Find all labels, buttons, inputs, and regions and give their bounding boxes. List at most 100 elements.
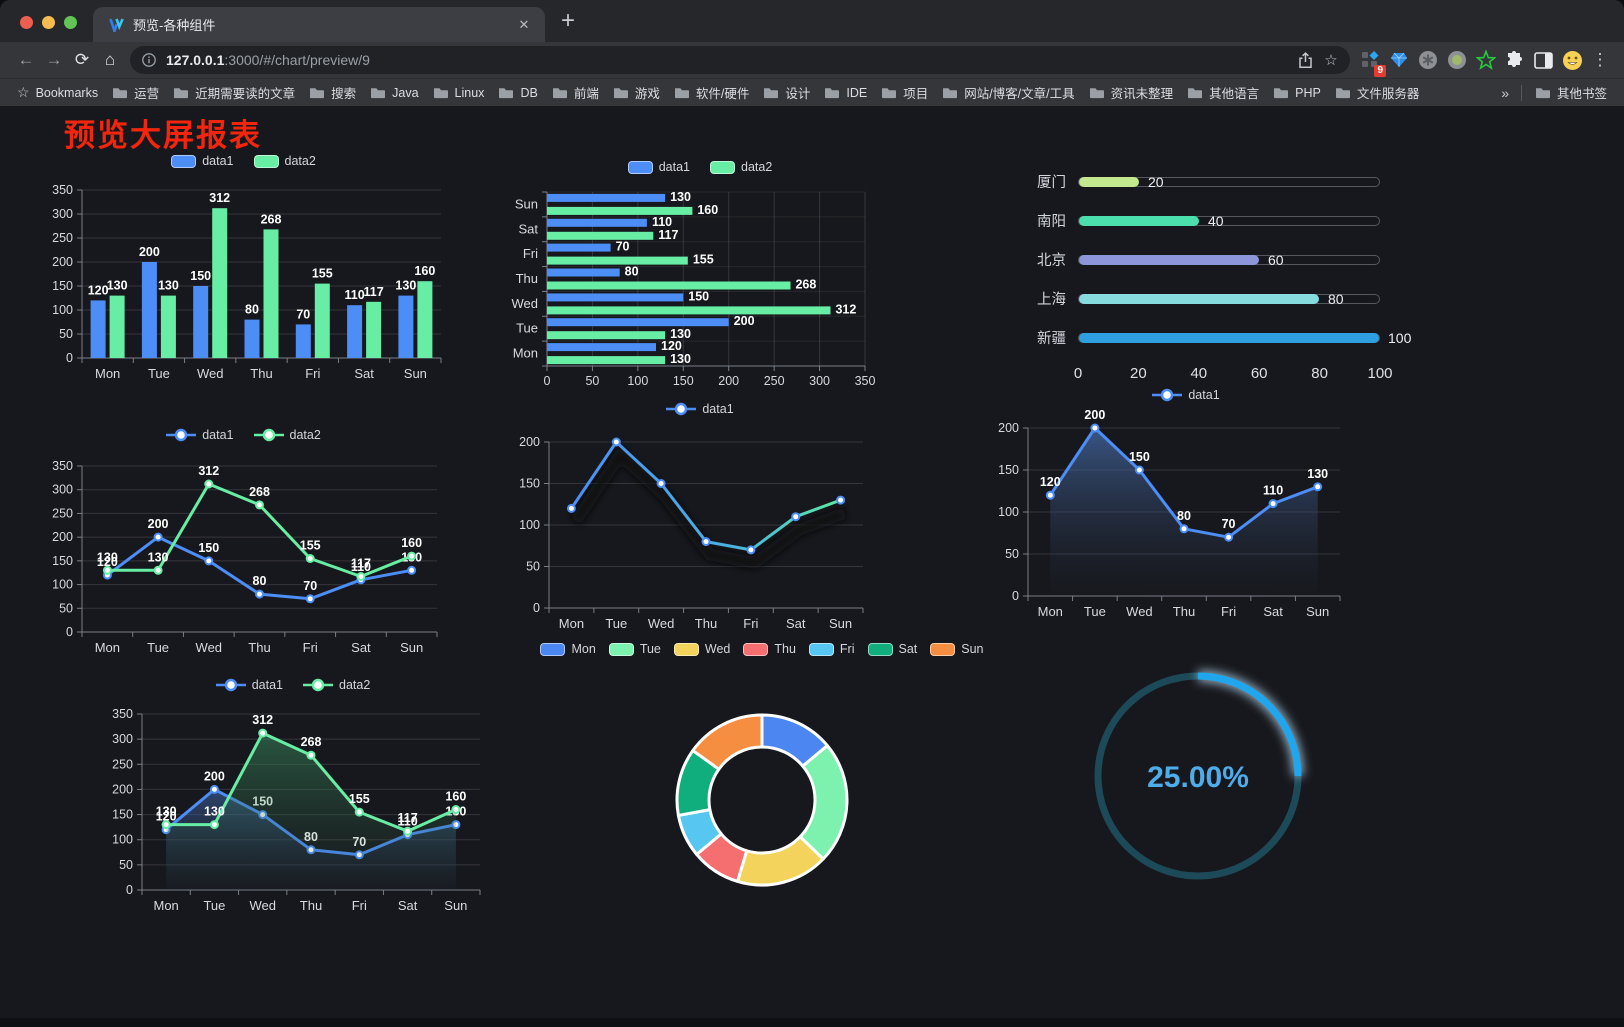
browser-menu-icon[interactable]: ⋮: [1591, 50, 1609, 69]
extension-grid-diamond-icon[interactable]: 9: [1356, 47, 1386, 77]
svg-text:50: 50: [1005, 547, 1019, 561]
extension-gem-icon[interactable]: [1385, 47, 1412, 74]
bookmark-folder[interactable]: 软件/硬件: [667, 80, 756, 105]
bookmarks-manager-button[interactable]: ☆ Bookmarks: [10, 81, 105, 104]
extension-asterisk-icon[interactable]: [1414, 47, 1441, 74]
legend-item[interactable]: data2: [253, 154, 316, 168]
legend-item[interactable]: Wed: [673, 642, 730, 656]
legend-item[interactable]: data1: [166, 428, 234, 442]
legend-item[interactable]: Mon: [540, 642, 596, 656]
legend-item[interactable]: data1: [171, 154, 234, 168]
svg-text:130: 130: [156, 805, 177, 819]
bookmark-folder[interactable]: 搜索: [302, 80, 363, 105]
svg-text:120: 120: [1040, 475, 1061, 489]
extension-green-star-icon[interactable]: [1472, 47, 1499, 74]
progress-axis: 0 20 40 60 80 100: [1073, 365, 1393, 382]
bookmark-folder[interactable]: Linux: [426, 83, 492, 103]
bookmark-folder[interactable]: 运营: [105, 80, 166, 105]
chart-area-single[interactable]: data1 0 50 100 150 200 Mon Tue Wed Thu Fri Sat Sun 12…: [986, 384, 1386, 646]
svg-text:150: 150: [519, 477, 540, 491]
legend-item[interactable]: data2: [710, 160, 772, 174]
svg-text:110: 110: [397, 815, 417, 829]
url-path: :3000/#/chart/preview/9: [224, 52, 370, 68]
legend-item[interactable]: data1: [215, 678, 283, 692]
other-bookmarks-folder[interactable]: 其他书签: [1528, 80, 1614, 105]
address-bar[interactable]: 127.0.0.1:3000/#/chart/preview/9 ☆: [130, 46, 1350, 74]
legend-line-dot-icon: [303, 678, 333, 692]
bookmark-folder[interactable]: 其他语言: [1180, 80, 1266, 105]
legend-item[interactable]: Thu: [743, 642, 796, 656]
svg-text:250: 250: [764, 374, 785, 388]
tab-favicon-icon: [109, 17, 124, 32]
bookmark-folder[interactable]: 近期需要读的文章: [166, 80, 302, 105]
legend-item[interactable]: Fri: [808, 642, 855, 656]
svg-text:130: 130: [204, 805, 225, 819]
chart-canvas: 0 50 100 150 200 Mon Tue Wed Thu Fri Sat Sun: [519, 435, 864, 631]
url-text[interactable]: 127.0.0.1:3000/#/chart/preview/9: [166, 52, 1292, 68]
share-icon[interactable]: [1292, 47, 1318, 73]
legend-item[interactable]: data2: [253, 428, 321, 442]
bookmark-folder[interactable]: 游戏: [606, 80, 667, 105]
progress-label: 上海: [1037, 292, 1066, 308]
site-info-icon[interactable]: [142, 53, 156, 67]
bookmark-folder[interactable]: 设计: [756, 80, 817, 105]
chart-gauge[interactable]: 25.00%: [1078, 630, 1318, 930]
bookmark-folder[interactable]: 网站/博客/文章/工具: [935, 80, 1081, 105]
chart-legend: Mon Tue Wed Thu Fri Sat Sun: [540, 638, 984, 660]
new-tab-button[interactable]: +: [561, 7, 576, 34]
forward-button[interactable]: →: [45, 50, 63, 69]
legend-item[interactable]: data1: [1152, 388, 1220, 402]
extension-record-dot-icon[interactable]: [1443, 47, 1470, 74]
legend-item[interactable]: Sat: [867, 642, 917, 656]
bookmark-folder[interactable]: 项目: [874, 80, 935, 105]
bookmark-folder[interactable]: 前端: [545, 80, 606, 105]
extension-smiley-icon[interactable]: [1559, 47, 1586, 74]
chart-progress-bars[interactable]: 厦门 20 南阳 40 北京 60 上海 80 新疆 100 0 20 40 60 80 100: [1008, 162, 1411, 387]
bookmark-folder[interactable]: 文件服务器: [1328, 80, 1427, 105]
tab-close-icon[interactable]: ✕: [518, 16, 530, 32]
bookmark-folder[interactable]: DB: [491, 83, 544, 103]
legend-item[interactable]: data1: [666, 402, 734, 416]
svg-text:150: 150: [112, 808, 133, 822]
chart-line-gradient[interactable]: data1 0 50 100 150 200 Mon Tue Wed Thu Fri Sat Sun: [505, 398, 895, 660]
bookmark-star-icon[interactable]: ☆: [1324, 52, 1338, 69]
sidebar-toggle-icon[interactable]: [1530, 47, 1557, 74]
svg-text:350: 350: [855, 374, 876, 388]
folder-icon: [824, 86, 840, 99]
svg-text:130: 130: [670, 190, 691, 204]
browser-tab[interactable]: 预览-各种组件 ✕: [93, 7, 545, 42]
window-close-button[interactable]: [20, 16, 33, 29]
svg-text:200: 200: [112, 782, 133, 796]
chart-donut-pie[interactable]: Mon Tue Wed Thu Fri Sat Sun: [540, 638, 984, 894]
svg-text:70: 70: [616, 240, 630, 254]
bookmark-folder[interactable]: PHP: [1266, 83, 1328, 103]
svg-text:100: 100: [998, 505, 1019, 519]
legend-item[interactable]: data2: [303, 678, 370, 692]
window-minimize-button[interactable]: [42, 16, 55, 29]
reload-button[interactable]: ⟳: [74, 50, 90, 69]
legend-item[interactable]: Tue: [608, 642, 661, 656]
bookmarks-overflow-chevron[interactable]: »: [1501, 84, 1509, 101]
svg-text:130: 130: [670, 327, 691, 341]
home-button[interactable]: ⌂: [104, 50, 116, 69]
progress-row: 新疆 100: [1008, 318, 1411, 357]
legend-item[interactable]: Sun: [930, 642, 984, 656]
svg-text:120: 120: [661, 339, 682, 353]
progress-label: 厦门: [1037, 175, 1066, 191]
back-button[interactable]: ←: [17, 50, 35, 69]
bookmark-folder[interactable]: Java: [363, 83, 425, 103]
bookmark-folder[interactable]: IDE: [817, 83, 874, 103]
svg-text:150: 150: [998, 463, 1019, 477]
svg-text:130: 130: [395, 279, 416, 293]
chart-area-two-series[interactable]: data1 data2 0 50 100 150 200 250 300 350 Mon Tue Wed…: [94, 674, 492, 944]
svg-text:268: 268: [261, 212, 282, 226]
bookmark-folder[interactable]: 资讯未整理: [1082, 80, 1181, 105]
legend-item[interactable]: data1: [627, 160, 690, 174]
window-zoom-button[interactable]: [64, 16, 77, 29]
chart-horizontal-bar[interactable]: data1 data2 0 50 100 150 200 250 300 350 Sun Sat Fri…: [505, 156, 895, 408]
chart-line-two-series[interactable]: data1 data2 0 50 100 150 200 250 300 350 Mon Tue Wed…: [36, 424, 451, 684]
extension-puzzle-icon[interactable]: [1501, 47, 1528, 74]
svg-text:155: 155: [349, 792, 370, 806]
chart-grouped-bar[interactable]: data1 data2 0 50 100 150 200 250 300 350 Mon Tue Wed…: [36, 150, 451, 402]
